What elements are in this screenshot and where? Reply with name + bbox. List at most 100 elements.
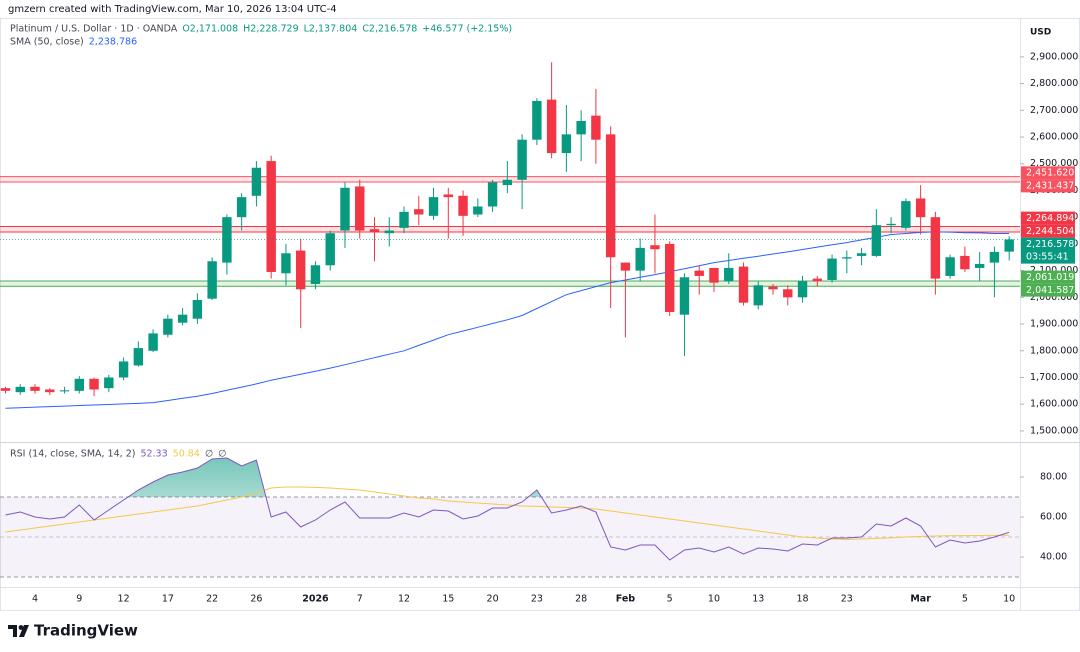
price-label: 2,216.578 [1026,239,1074,250]
level-label: 2,041.587 [1026,285,1074,296]
x-tick-label: 12 [398,594,410,605]
candle-body [89,378,99,390]
candle-body [960,255,970,270]
candle-body [59,390,70,392]
candle-body [768,286,778,290]
level-label-bg [1021,179,1075,193]
candle-body [724,267,734,282]
y-tick-label: 2,800.000 [1030,78,1078,89]
candle-body [74,378,84,391]
candle-body [296,250,306,290]
legend-rsi-value: 50.84 [173,449,200,460]
level-label: 2,451.620 [1026,168,1074,179]
x-tick-label: 26 [250,594,262,605]
candle-body [930,217,941,279]
candle-body [473,206,483,215]
y-tick-label: 1,700.000 [1030,372,1078,383]
currency: USD [1030,28,1051,38]
candle-body [650,245,660,250]
level-label-bg [1021,211,1075,225]
legend-ohlc: L2,137.804 [304,24,358,35]
candle-body [310,265,321,284]
x-tick-label: 22 [206,594,218,605]
x-tick-label: 20 [487,594,499,605]
candle-body [502,179,513,186]
level-zone [0,281,1020,287]
candle-body [0,388,11,391]
level-label-bg [1021,270,1075,284]
x-tick-label: 12 [118,594,130,605]
candle-body [871,225,882,256]
candle-body [30,386,40,391]
y-tick-label: 2,500.000 [1030,158,1078,169]
x-tick-label: 2026 [302,594,329,605]
x-tick-label: 15 [442,594,454,605]
x-tick-label: 10 [708,594,720,605]
candle-body [546,99,557,154]
legend-sma-value: 2,238.786 [89,37,137,48]
candle-body [384,230,394,234]
candle-body [901,201,911,228]
price-pane [0,62,1020,409]
candle-body [753,285,763,306]
candle-body [635,247,645,271]
level-label: 2,431.437 [1026,181,1074,192]
candle-body [665,243,675,313]
rsi-pane [0,457,1020,578]
candle-body [104,377,114,389]
candle-body [399,211,409,228]
candle-body [148,333,158,351]
candle-body [251,167,262,196]
candle-body [325,233,335,266]
y-tick-label: 1,500.000 [1030,425,1078,436]
y-tick-label: 2,100.000 [1030,265,1078,276]
x-tick-label: 28 [575,594,587,605]
x-tick-label: 5 [962,594,968,605]
price-label-bg [1021,237,1075,264]
candle-body [783,289,793,298]
legend-rsi-value: 52.33 [140,449,167,460]
legend-change: +46.577 (+2.15%) [422,24,512,35]
candle-body [15,386,25,393]
y-tick-label: 80.00 [1040,472,1067,483]
candle-body [133,348,144,366]
candle-body [517,139,527,180]
overbought-fill-group [5,458,1010,497]
overbought-fill [5,458,1010,497]
level-zone [0,176,1020,183]
candle-body [989,251,1000,263]
legend-sma: SMA (50, close) [10,37,84,48]
legend-ohlc: C2,216.578 [362,24,417,35]
credit: gmzern created with TradingView.com, Mar… [8,4,337,15]
x-tick-label: 5 [667,594,673,605]
candle-body [118,361,129,378]
rsi-line [5,457,1010,561]
legend-title: Platinum / U.S. Dollar · 1D · OANDA [10,24,178,35]
candle-body [679,277,690,315]
candle-body [192,300,203,319]
x-tick-label: Mar [910,594,931,605]
candle-body [266,161,276,272]
candle-body [915,198,926,218]
y-tick-label: 60.00 [1040,512,1067,523]
legend-rsi-extra: ∅ [205,449,213,460]
level-zone [0,226,1020,233]
candle-body [532,100,542,140]
candle-body [945,257,955,276]
x-tick-label: 13 [752,594,764,605]
brand: TradingView [34,622,138,640]
rsi-sma-line [5,486,1010,540]
candle-body [281,253,291,274]
candle-body [222,217,232,263]
x-tick-label: 7 [357,594,363,605]
candle-body [591,115,601,140]
candle-body [738,266,749,303]
legend-rsi: RSI (14, close, SMA, 14, 2) [10,449,135,460]
candle-body [428,197,439,216]
y-tick-label: 1,800.000 [1030,345,1078,356]
legend-ohlc: H2,228.729 [243,24,299,35]
candle-body [561,134,572,154]
candle-body [605,134,616,258]
candle-body [886,223,896,226]
